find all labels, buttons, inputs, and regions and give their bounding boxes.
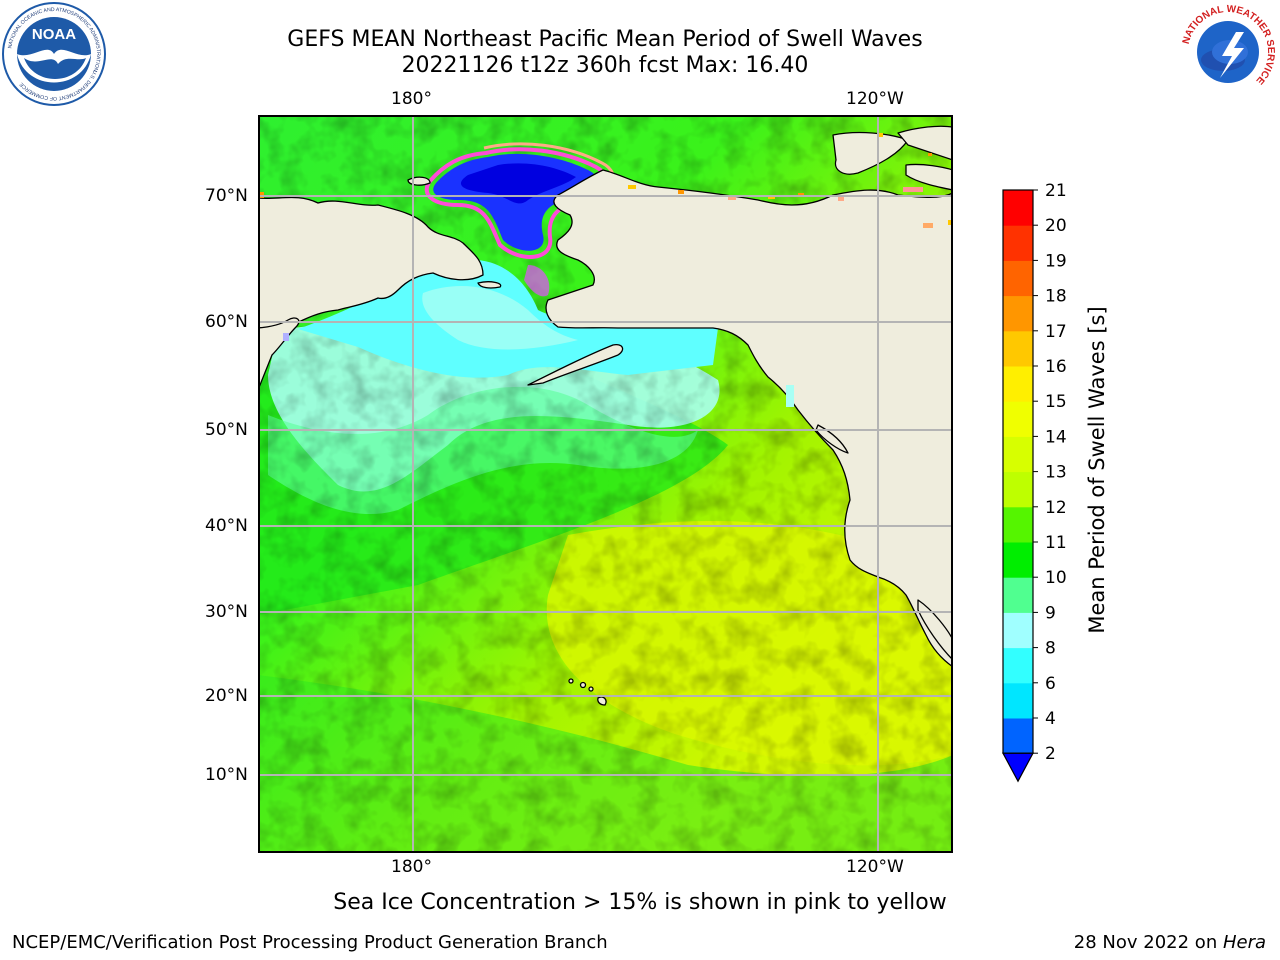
colorbar-tick-label: 20: [1045, 216, 1067, 236]
lon-label-bottom-180: 180°: [391, 857, 432, 877]
bering-ice-pink: [524, 265, 550, 297]
colorbar-swatch: [1003, 542, 1033, 578]
footer-branch: NCEP/EMC/Verification Post Processing Pr…: [12, 932, 608, 953]
colorbar-tick-label: 13: [1045, 463, 1067, 483]
colorbar-swatch: [1003, 718, 1033, 754]
colorbar-swatch: [1003, 225, 1033, 261]
colorbar-swatch: [1003, 330, 1033, 367]
colorbar-tick-label: 19: [1045, 251, 1067, 271]
lat-label-60n: 60°N: [205, 312, 248, 332]
chukchi-ice-core: [460, 163, 576, 204]
graticule: [258, 115, 953, 853]
lat-label-50n: 50°N: [205, 420, 248, 440]
kamchatka-land: [258, 317, 300, 391]
lon-label-top-180: 180°: [391, 89, 432, 109]
wrangel-island: [407, 176, 431, 186]
colorbar-swatches: [1001, 189, 1035, 783]
hawaii-island-2: [579, 681, 587, 689]
swell-period-map: [258, 115, 953, 853]
footer-date-text: 28 Nov 2022 on: [1073, 932, 1223, 953]
colorbar-swatch: [1003, 471, 1033, 508]
colorbar-swatch: [1003, 577, 1033, 613]
colorbar-swatch: [1003, 647, 1033, 684]
colorbar-swatch: [1003, 612, 1033, 649]
siberia-land: [258, 196, 484, 331]
colorbar-tick-label: 15: [1045, 392, 1067, 412]
lat-label-40n: 40°N: [205, 516, 248, 536]
sea-ice-note: Sea Ice Concentration > 15% is shown in …: [333, 890, 947, 915]
colorbar-tick-label: 9: [1045, 603, 1056, 623]
hawaii-island-3: [588, 686, 594, 692]
colorbar-tick-label: 14: [1045, 427, 1067, 447]
hawaii-big-island: [597, 696, 607, 706]
colorbar-tick-label: 2: [1045, 744, 1056, 764]
colorbar-tick-label: 21: [1045, 183, 1067, 201]
map-subtitle: 20221126 t12z 360h fcst Max: 16.40: [401, 53, 809, 78]
footer-host: Hera: [1222, 932, 1266, 953]
lat-label-10n: 10°N: [205, 765, 248, 785]
colorbar-tick-label: 6: [1045, 674, 1056, 694]
lat-label-30n: 30°N: [205, 602, 248, 622]
colorbar-swatch: [1003, 682, 1033, 719]
colorbar: 2 4 6 8 9 10 11 12 13 14 15 16 17 18 19 20 21: [1001, 183, 1067, 783]
land: [258, 125, 953, 706]
map-frame: [258, 115, 953, 853]
lat-label-20n: 20°N: [205, 686, 248, 706]
hawaii-island-1: [568, 678, 574, 684]
colorbar-swatch: [1003, 506, 1033, 543]
arctic-island-3: [905, 163, 953, 191]
alaska-canada-land: [545, 169, 953, 668]
bering-sea-inner: [422, 286, 578, 350]
nws-logo-icon: NATIONAL WEATHER SERVICE: [1179, 3, 1277, 101]
arctic-island-1: [832, 131, 909, 175]
footer-date: 28 Nov 2022 on Hera: [1074, 932, 1266, 953]
colorbar-swatch: [1003, 260, 1033, 297]
colorbar-tick-label: 18: [1045, 287, 1067, 307]
colorbar-tick-label: 11: [1045, 533, 1067, 553]
colorbar-tick-label: 8: [1045, 639, 1056, 659]
ice-edge-pink: [424, 147, 609, 259]
noaa-wordmark: NOAA: [32, 26, 76, 43]
colorbar-tick-label: 16: [1045, 357, 1067, 377]
lat-label-70n: 70°N: [205, 186, 248, 206]
colorbar-under-triangle: [1001, 752, 1035, 783]
colorbar-swatch: [1003, 366, 1033, 402]
colorbar-tick-label: 17: [1045, 322, 1067, 342]
colorbar-tick-label: 4: [1045, 709, 1056, 729]
st-lawrence-island: [477, 281, 502, 289]
alaska-peninsula: [527, 344, 624, 386]
colorbar-swatch: [1003, 295, 1033, 332]
lon-label-bottom-120w: 120°W: [846, 857, 904, 877]
colorbar-swatch: [1003, 436, 1033, 473]
colorbar-tick-label: 10: [1045, 568, 1067, 588]
lon-label-top-120w: 120°W: [846, 89, 904, 109]
vancouver-island: [815, 424, 849, 454]
colorbar-swatch: [1003, 401, 1033, 437]
colorbar-tick-label: 12: [1045, 498, 1067, 518]
map-title: GEFS MEAN Northeast Pacific Mean Period …: [287, 27, 923, 52]
noaa-logo-icon: NOAA NATIONAL OCEANIC AND ATMOSPHERIC AD…: [2, 2, 106, 106]
colorbar-ticks: 2 4 6 8 9 10 11 12 13 14 15 16 17 18 19 20 21: [1033, 183, 1067, 764]
arctic-island-2: [897, 125, 953, 161]
colorbar-swatch: [1003, 190, 1033, 226]
colorbar-title: Mean Period of Swell Waves [s]: [1085, 306, 1109, 634]
